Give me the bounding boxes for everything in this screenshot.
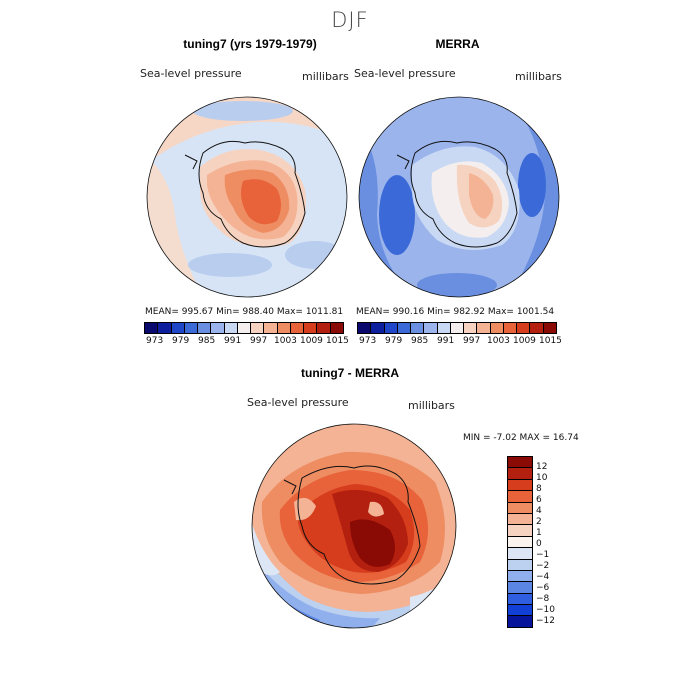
- season-title: DJF: [331, 8, 369, 32]
- tick: −6: [536, 583, 550, 593]
- tick: 1009: [513, 336, 536, 346]
- tick: −1: [536, 550, 550, 560]
- tick: 0: [536, 539, 542, 549]
- tick: 991: [437, 336, 455, 346]
- panel2-map: [358, 96, 560, 298]
- tick: 1015: [326, 336, 349, 346]
- tick: 997: [250, 336, 268, 346]
- tick: 979: [172, 336, 190, 346]
- tick: 2: [536, 517, 542, 527]
- panel3-units: millibars: [408, 399, 455, 412]
- tick: 4: [536, 506, 542, 516]
- tick: 1: [536, 528, 542, 538]
- tick: 979: [385, 336, 403, 346]
- tick: 985: [411, 336, 429, 346]
- panel1-colorbar: [144, 322, 344, 334]
- panel3-minmax: MIN = -7.02 MAX = 16.74: [463, 433, 579, 443]
- panel1-stats: MEAN= 995.67 Min= 988.40 Max= 1011.81: [145, 307, 344, 317]
- tick: 6: [536, 495, 542, 505]
- panel2-stats: MEAN= 990.16 Min= 982.92 Max= 1001.54: [356, 307, 555, 317]
- tick: 973: [359, 336, 377, 346]
- tick: 985: [198, 336, 216, 346]
- panel2-colorbar: [357, 322, 557, 334]
- tick: −10: [536, 605, 555, 615]
- tick: −8: [536, 594, 550, 604]
- tick: 1009: [300, 336, 323, 346]
- panel3-variable: Sea-level pressure: [247, 396, 349, 409]
- tick: 1015: [539, 336, 562, 346]
- tick: 8: [536, 484, 542, 494]
- tick: 12: [536, 462, 548, 472]
- tick: 10: [536, 473, 548, 483]
- panel2-variable: Sea-level pressure: [354, 67, 456, 80]
- panel1-units: millibars: [302, 70, 349, 83]
- panel2-units: millibars: [515, 70, 562, 83]
- tick: 991: [224, 336, 242, 346]
- tick: 997: [463, 336, 481, 346]
- panel3-map: [251, 423, 457, 629]
- panel3-colorbar: [507, 456, 533, 628]
- tick: −12: [536, 616, 555, 626]
- tick: −2: [536, 561, 550, 571]
- panel3-title: tuning7 - MERRA: [301, 366, 399, 380]
- panel1-title: tuning7 (yrs 1979-1979): [183, 37, 317, 51]
- panel1-map: [146, 96, 348, 298]
- tick: 1003: [487, 336, 510, 346]
- tick: −4: [536, 572, 550, 582]
- panel2-title: MERRA: [435, 37, 480, 51]
- tick: 1003: [274, 336, 297, 346]
- panel3-colorbar-labels: 12 10 8 6 4 2 1 0 −1 −2 −4 −6 −8 −10 −12: [536, 462, 576, 627]
- tick: 973: [146, 336, 164, 346]
- panel1-variable: Sea-level pressure: [140, 67, 242, 80]
